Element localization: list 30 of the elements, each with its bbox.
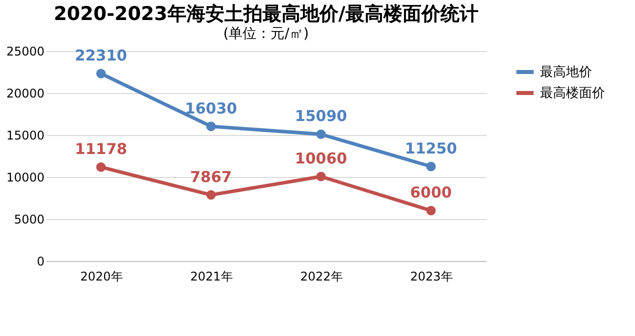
data-label: 6000 [410, 184, 452, 202]
y-tick-label: 0 [36, 254, 44, 268]
data-label: 11178 [74, 140, 128, 158]
y-tick-label: 10000 [6, 170, 44, 184]
y-tick-label: 20000 [6, 86, 44, 100]
chart-title: 2020-2023年海安土拍最高地价/最高楼面价统计 [54, 3, 478, 25]
x-tick-label: 2023年 [410, 270, 453, 284]
point [96, 162, 106, 172]
data-label: 15090 [294, 107, 348, 126]
y-tick-label: 15000 [6, 128, 44, 142]
data-label: 16030 [184, 99, 238, 118]
point [426, 162, 436, 172]
point [316, 130, 326, 139]
point [206, 190, 216, 200]
data-label: 10060 [294, 149, 348, 168]
legend-label: 最高楼面价 [540, 85, 605, 101]
point [206, 122, 216, 132]
x-tick-label: 2021年 [190, 270, 233, 284]
point [316, 172, 326, 182]
y-tick-label: 25000 [6, 44, 44, 58]
y-tick-label: 5000 [14, 212, 44, 226]
data-label: 11250 [404, 140, 458, 158]
legend-label: 最高地价 [540, 64, 592, 80]
point [96, 68, 106, 78]
chart-subtitle: (单位：元/㎡) [223, 26, 309, 42]
x-tick-label: 2022年 [300, 270, 343, 284]
data-label: 7867 [190, 168, 232, 186]
data-label: 22310 [74, 46, 128, 65]
point [426, 206, 436, 216]
x-tick-label: 2020年 [80, 270, 123, 284]
